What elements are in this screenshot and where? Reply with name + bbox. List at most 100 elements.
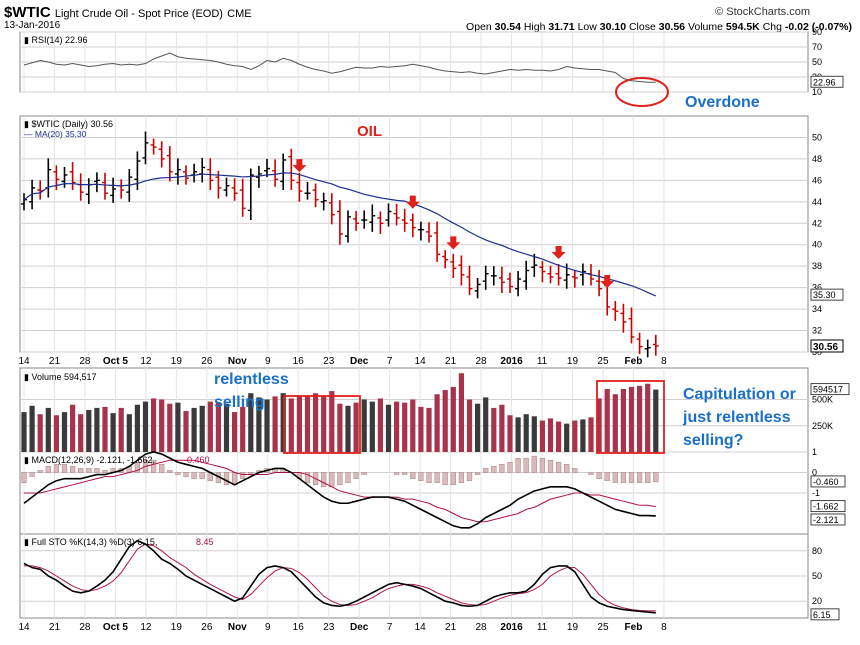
volume-bar xyxy=(191,407,197,452)
annot-selling: selling xyxy=(214,394,265,411)
volume-bar xyxy=(418,406,424,452)
price-y-tick: 38 xyxy=(812,261,822,271)
volume-bar xyxy=(580,419,586,452)
instrument-name: Light Crude Oil - Spot Price (EOD) xyxy=(54,8,223,20)
price-label: ▮ $WTIC (Daily) 30.56 xyxy=(24,119,113,129)
macd-hist-bar xyxy=(523,457,529,473)
volume-bar xyxy=(564,423,570,452)
macd-y-tick: -1 xyxy=(812,488,820,498)
ma20-line xyxy=(23,172,657,297)
volume-bar xyxy=(167,403,173,452)
macd-hist-label: -0.460 xyxy=(184,455,210,465)
exchange: CME xyxy=(227,8,252,20)
macd-hist-bar xyxy=(620,472,627,483)
volume-bar xyxy=(434,394,440,452)
rsi-line xyxy=(23,52,656,83)
macd-last-value: -2.121 xyxy=(813,515,839,525)
price-y-tick: 36 xyxy=(812,283,822,293)
macd-hist-bar xyxy=(175,472,181,475)
volume-bar xyxy=(361,399,367,452)
symbol: $WTIC xyxy=(4,4,51,21)
sto-last-box xyxy=(810,608,840,621)
sto-x-tick: 28 xyxy=(476,622,488,633)
macd-hist-bar xyxy=(231,472,238,486)
volume-bar xyxy=(596,398,602,452)
volume-bar xyxy=(175,402,181,452)
volume-last-value: 594517 xyxy=(813,385,843,395)
macd-hist-bar xyxy=(134,462,141,473)
volume-bar xyxy=(151,398,157,452)
sto-x-tick: 19 xyxy=(171,622,183,633)
macd-hist-bar xyxy=(515,457,521,473)
volume-bar xyxy=(53,415,59,452)
macd-hist-bar xyxy=(604,472,610,481)
macd-hist-bar xyxy=(102,470,108,473)
macd-hist-bar xyxy=(86,468,92,473)
price-x-tick: Dec xyxy=(350,356,369,367)
macd-hist-bar xyxy=(45,466,51,473)
price-x-tick: 11 xyxy=(537,356,548,367)
price-x-tick: 9 xyxy=(265,356,271,367)
macd-last-value: -0.460 xyxy=(813,477,839,487)
close-value: 30.56 xyxy=(658,21,686,33)
volume-bar xyxy=(207,401,213,452)
volume-bar xyxy=(604,389,610,452)
macd-hist-bar xyxy=(434,472,440,483)
macd-hist-bar xyxy=(240,472,246,479)
volume-bar xyxy=(199,405,205,452)
sto-x-tick: 12 xyxy=(140,622,152,633)
open-value: 30.54 xyxy=(494,21,521,33)
macd-hist-bar xyxy=(547,460,554,473)
macd-hist-bar xyxy=(596,472,602,479)
macd-hist-bar xyxy=(37,470,43,473)
sto-x-tick: Dec xyxy=(350,622,369,633)
volume-bar xyxy=(94,407,100,452)
macd-hist-bar xyxy=(426,472,432,483)
sto-k-line xyxy=(23,539,656,614)
macd-last-value: -1.662 xyxy=(813,502,839,512)
ma-last-value: 35.30 xyxy=(813,290,836,300)
volume-bar xyxy=(523,414,529,452)
volume-last-box xyxy=(810,383,850,396)
sto-x-tick: 25 xyxy=(597,622,609,633)
volume-bar xyxy=(264,399,270,452)
chart-date: 13-Jan-2016 xyxy=(4,20,61,31)
brand-watermark: © StockCharts.com xyxy=(715,6,810,18)
rsi-label: ▮ RSI(14) 22.96 xyxy=(24,35,87,45)
sell-arrow-icon xyxy=(600,274,615,288)
price-last-box xyxy=(810,339,844,353)
macd-hist-bar xyxy=(442,472,448,486)
macd-hist-bar xyxy=(321,472,327,488)
volume-label: Volume xyxy=(687,21,723,33)
volume-bar xyxy=(458,373,464,452)
sto-x-tick: 16 xyxy=(293,622,305,633)
price-x-tick: Feb xyxy=(625,356,643,367)
ma-last-box xyxy=(810,288,844,301)
macd-hist-bar xyxy=(223,472,230,486)
price-x-tick: 12 xyxy=(140,356,152,367)
sto-x-tick: 21 xyxy=(445,622,457,633)
sto-last-value: 6.15 xyxy=(813,610,831,620)
macd-hist-bar xyxy=(539,457,546,473)
open-label: Open xyxy=(466,21,492,33)
sto-x-tick: 21 xyxy=(49,622,61,633)
volume-bar xyxy=(45,407,51,452)
volume-bar xyxy=(499,404,505,452)
price-y-tick: 40 xyxy=(812,240,822,250)
price-x-tick: 16 xyxy=(293,356,305,367)
price-x-tick: 14 xyxy=(415,356,427,367)
macd-hist-bar xyxy=(159,464,165,473)
macd-hist-bar xyxy=(394,472,400,475)
volume-bar xyxy=(78,414,84,452)
macd-hist-bar xyxy=(21,472,27,483)
rsi-y-tick: 10 xyxy=(812,87,822,97)
macd-y-tick: 1 xyxy=(812,447,817,457)
macd-hist-bar xyxy=(150,460,157,473)
price-x-tick: 21 xyxy=(445,356,457,367)
sto-x-tick: 14 xyxy=(18,622,30,633)
volume-bar xyxy=(272,396,278,452)
sto-x-tick: 7 xyxy=(387,622,393,633)
high-value: 31.71 xyxy=(548,21,575,33)
macd-hist-bar xyxy=(491,466,497,473)
volume-bar xyxy=(628,386,635,452)
